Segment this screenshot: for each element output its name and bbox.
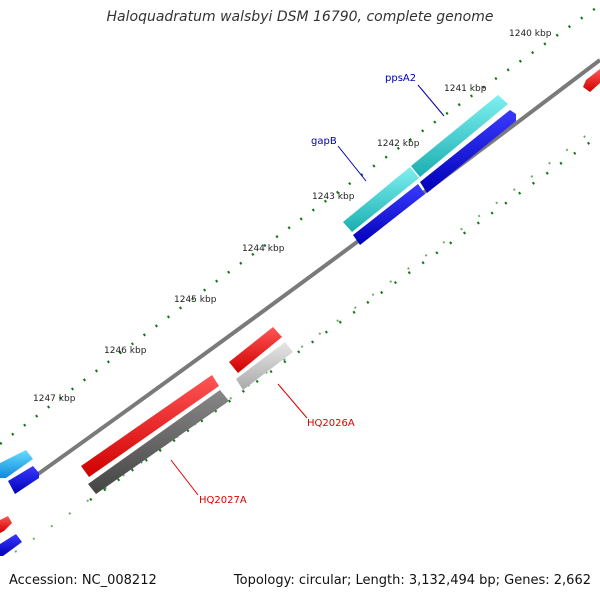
HQ2026A-callout	[277, 383, 308, 419]
genome-summary-text: Topology: circular; Length: 3,132,494 bp…	[233, 573, 591, 588]
reverse-gene-1[interactable]	[420, 110, 516, 193]
tick-label-1242: 1242 kbp	[377, 139, 420, 149]
ppsA2-callout	[417, 84, 445, 117]
tick-label-1246: 1246 kbp	[104, 346, 147, 356]
reverse-gene-left-low[interactable]	[0, 534, 22, 556]
rna-gene-left[interactable]	[0, 450, 33, 478]
forward-gene-edge[interactable]	[583, 69, 600, 92]
accession-text: Accession: NC_008212	[9, 573, 157, 588]
HQ2026A-label: HQ2026A	[307, 418, 355, 429]
tick-label-1240: 1240 kbp	[509, 29, 552, 39]
forward-gene-hq2026[interactable]	[229, 327, 282, 373]
tick-label-1243: 1243 kbp	[312, 192, 355, 202]
tick-label-1244: 1244 kbp	[242, 244, 285, 254]
outer-tick-ring	[0, 6, 597, 445]
forward-gene-hq2027[interactable]	[81, 375, 219, 477]
HQ2026A-feature[interactable]	[236, 342, 293, 390]
inner-tick-ring	[89, 133, 600, 502]
map-title: Haloquadratum walsbyi DSM 16790, complet…	[106, 9, 494, 25]
gapB-feature[interactable]	[343, 167, 419, 232]
gapB-callout	[337, 145, 367, 182]
tick-label-1241: 1241 kbp	[444, 84, 487, 94]
forward-gene-left-low[interactable]	[0, 516, 12, 533]
gapB-label: gapB	[311, 136, 337, 147]
HQ2027A-label: HQ2027A	[199, 495, 247, 506]
reverse-gene-2[interactable]	[353, 184, 425, 245]
HQ2027A-callout	[170, 459, 199, 496]
tick-labels: 1240 kbp 1241 kbp 1242 kbp 1243 kbp 1244…	[33, 29, 552, 404]
ppsA2-feature[interactable]	[411, 95, 508, 177]
genome-backbone	[18, 58, 600, 489]
tick-label-1245: 1245 kbp	[174, 295, 217, 305]
ppsA2-label: ppsA2	[385, 73, 416, 84]
reverse-gene-left[interactable]	[8, 466, 39, 494]
tick-label-1247: 1247 kbp	[33, 394, 76, 404]
HQ2027A-feature[interactable]	[88, 390, 229, 494]
